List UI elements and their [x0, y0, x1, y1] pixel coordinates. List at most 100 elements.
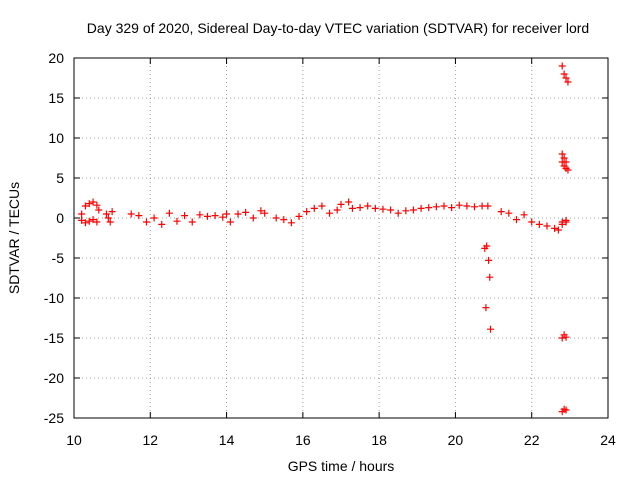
data-point: [135, 212, 143, 220]
data-point: [564, 78, 572, 86]
data-point: [142, 218, 150, 226]
data-point: [483, 242, 491, 250]
y-tick-label: -20: [44, 370, 64, 386]
data-point: [326, 209, 334, 217]
chart-title: Day 329 of 2020, Sidereal Day-to-day VTE…: [87, 20, 589, 36]
data-point: [303, 208, 311, 216]
data-point: [226, 218, 234, 226]
data-point: [261, 209, 269, 217]
y-tick-label: -25: [44, 410, 64, 426]
data-point: [93, 201, 101, 209]
data-point: [520, 211, 528, 219]
y-axis-label: SDTVAR / TECUs: [6, 182, 22, 294]
data-point: [560, 154, 568, 162]
y-tick-label: -5: [52, 250, 65, 266]
data-point: [485, 256, 493, 264]
data-point: [432, 203, 440, 211]
data-point: [348, 204, 356, 212]
data-point: [535, 220, 543, 228]
grid-layer: [74, 58, 608, 418]
data-point: [482, 304, 490, 312]
data-point: [85, 217, 93, 225]
data-point: [89, 198, 97, 206]
data-point: [104, 214, 112, 222]
y-tick-label: -10: [44, 290, 64, 306]
x-axis-label: GPS time / hours: [288, 458, 395, 474]
data-point: [81, 219, 89, 227]
data-point: [78, 210, 86, 218]
data-point: [196, 211, 204, 219]
data-point: [551, 224, 559, 232]
data-point: [211, 212, 219, 220]
data-point: [108, 208, 116, 216]
data-point: [150, 214, 158, 222]
data-point: [562, 164, 570, 172]
data-point: [242, 208, 250, 216]
data-point: [249, 214, 257, 222]
data-point: [417, 204, 425, 212]
x-tick-label: 12: [142, 432, 158, 448]
data-point: [463, 202, 471, 210]
data-point: [425, 204, 433, 212]
data-point: [371, 204, 379, 212]
points-layer: [78, 62, 572, 416]
plot-frame: [73, 57, 609, 419]
data-point: [560, 70, 568, 78]
data-point: [310, 204, 318, 212]
x-tick-label: 24: [600, 432, 616, 448]
x-tick-label: 18: [371, 432, 387, 448]
data-point: [295, 212, 303, 220]
data-point: [223, 210, 231, 218]
data-point: [558, 150, 566, 158]
data-point: [562, 406, 570, 414]
tick-layer: 10 12 14 16 18 20 22 24 20 15 10 5 0 -5 -10 -15 -20 -25: [44, 50, 616, 448]
y-tick-label: 0: [56, 210, 64, 226]
y-tick-label: 10: [48, 130, 64, 146]
data-point: [543, 222, 551, 230]
data-point: [165, 209, 173, 217]
data-point: [219, 213, 227, 221]
data-point: [497, 208, 505, 216]
data-point: [78, 216, 86, 224]
y-tick-label: -15: [44, 330, 64, 346]
data-point: [257, 207, 265, 215]
data-point: [93, 218, 101, 226]
y-tick-label: 15: [48, 90, 64, 106]
data-point: [318, 202, 326, 210]
data-point: [102, 210, 110, 218]
data-point: [471, 203, 478, 211]
data-point: [484, 202, 492, 210]
x-tick-label: 14: [219, 432, 235, 448]
data-point: [89, 216, 97, 224]
data-point: [337, 200, 345, 208]
data-point: [85, 200, 93, 208]
data-point: [356, 204, 364, 212]
data-point: [333, 206, 341, 214]
data-point: [558, 158, 566, 166]
data-point: [181, 212, 189, 220]
data-point: [402, 207, 410, 215]
data-point: [188, 218, 196, 226]
data-point: [158, 220, 166, 228]
y-tick-label: 5: [56, 170, 64, 186]
data-point: [204, 212, 211, 220]
data-point: [287, 219, 295, 227]
data-point: [95, 206, 103, 214]
data-point: [394, 209, 402, 217]
data-point: [528, 218, 536, 226]
y-tick-label: 20: [48, 50, 64, 66]
data-point: [448, 204, 456, 212]
data-point: [364, 202, 372, 210]
data-point: [558, 62, 566, 70]
x-tick-label: 10: [66, 432, 82, 448]
data-point: [106, 218, 114, 226]
data-point: [173, 217, 181, 225]
data-point: [554, 226, 562, 234]
data-point: [455, 201, 463, 209]
data-point: [387, 206, 395, 214]
data-point: [562, 216, 570, 224]
x-tick-label: 22: [524, 432, 540, 448]
data-point: [512, 216, 520, 224]
